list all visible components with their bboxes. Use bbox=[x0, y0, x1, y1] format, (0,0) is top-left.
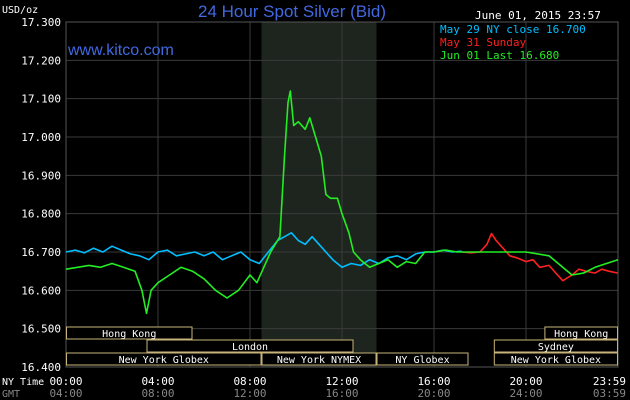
session-label: London bbox=[232, 342, 268, 353]
session-box bbox=[66, 326, 193, 340]
x-tick-label-ny: 20:00 bbox=[509, 375, 542, 388]
session-label: Hong Kong bbox=[554, 329, 608, 340]
y-tick-label: 16.400 bbox=[21, 361, 61, 374]
y-tick-label: 16.500 bbox=[21, 323, 61, 336]
x-tick-label-ny: 23:59 bbox=[593, 375, 626, 388]
y-tick-label: 16.800 bbox=[21, 208, 61, 221]
series-lines bbox=[65, 90, 619, 315]
x-tick-label-gmt: 12:00 bbox=[233, 387, 266, 400]
market-sessions: Hong Kong Hong Kong London Sydney New York G… bbox=[66, 326, 619, 366]
legend-item-may31: May 31 Sunday bbox=[440, 36, 526, 49]
y-tick-label: 16.600 bbox=[21, 284, 61, 297]
watermark-url: www.kitco.com bbox=[67, 42, 174, 59]
session-box bbox=[493, 352, 618, 366]
session-label: Sydney bbox=[538, 342, 574, 353]
session-box bbox=[66, 352, 262, 366]
session-label: New York NYMEX bbox=[277, 355, 361, 366]
x-tick-label-ny: 08:00 bbox=[233, 375, 266, 388]
session-box bbox=[376, 352, 469, 366]
series-line-2 bbox=[65, 90, 619, 315]
session-box bbox=[493, 339, 618, 353]
x-tick-label-ny: 16:00 bbox=[417, 375, 450, 388]
y-tick-label: 17.100 bbox=[21, 93, 61, 106]
y-tick-label: 16.700 bbox=[21, 246, 61, 259]
session-label: Hong Kong bbox=[102, 329, 156, 340]
session-label: New York Globex bbox=[119, 355, 209, 366]
x-tick-label-gmt: 20:00 bbox=[417, 387, 450, 400]
y-axis-label: USD/oz bbox=[2, 5, 38, 16]
shaded-band bbox=[261, 22, 377, 367]
y-tick-label: 17.000 bbox=[21, 131, 61, 144]
x-tick-label-ny: 04:00 bbox=[141, 375, 174, 388]
nymex-shaded-region bbox=[261, 22, 377, 367]
y-axis-ticks: 17.300 17.200 17.100 17.000 16.900 16.800 16.7… bbox=[21, 16, 61, 374]
gmt-row-label: GMT bbox=[2, 389, 20, 400]
x-tick-label-gmt: 08:00 bbox=[141, 387, 174, 400]
ny-time-row-label: NY Time bbox=[2, 377, 44, 388]
legend-item-may29: May 29 NY close 16.700 bbox=[440, 23, 586, 36]
plot-frame bbox=[65, 21, 619, 368]
session-label: NY Globex bbox=[395, 355, 449, 366]
x-tick-label-gmt: 16:00 bbox=[325, 387, 358, 400]
x-axis-ticks: 00:0004:0004:0008:0008:0012:0012:0016:00… bbox=[49, 375, 626, 400]
x-tick-label-gmt: 04:00 bbox=[49, 387, 82, 400]
session-box bbox=[261, 352, 377, 366]
session-box bbox=[146, 339, 354, 353]
y-tick-label: 17.300 bbox=[21, 16, 61, 29]
session-box bbox=[544, 326, 619, 340]
series-line-0 bbox=[65, 232, 462, 269]
chart-date: June 01, 2015 23:57 bbox=[475, 9, 601, 22]
legend: May 29 NY close 16.700 May 31 Sunday Jun… bbox=[440, 23, 586, 62]
x-tick-label-ny: 12:00 bbox=[325, 375, 358, 388]
y-tick-label: 16.900 bbox=[21, 169, 61, 182]
session-label: New York Globex bbox=[511, 355, 601, 366]
x-tick-label-ny: 00:00 bbox=[49, 375, 82, 388]
x-tick-label-gmt: 03:59 bbox=[593, 387, 626, 400]
legend-item-jun01: Jun 01 Last 16.680 bbox=[440, 49, 559, 62]
series-line-1 bbox=[461, 232, 619, 282]
y-tick-label: 17.200 bbox=[21, 54, 61, 67]
chart-title: 24 Hour Spot Silver (Bid) bbox=[198, 2, 386, 21]
x-tick-label-gmt: 24:00 bbox=[509, 387, 542, 400]
